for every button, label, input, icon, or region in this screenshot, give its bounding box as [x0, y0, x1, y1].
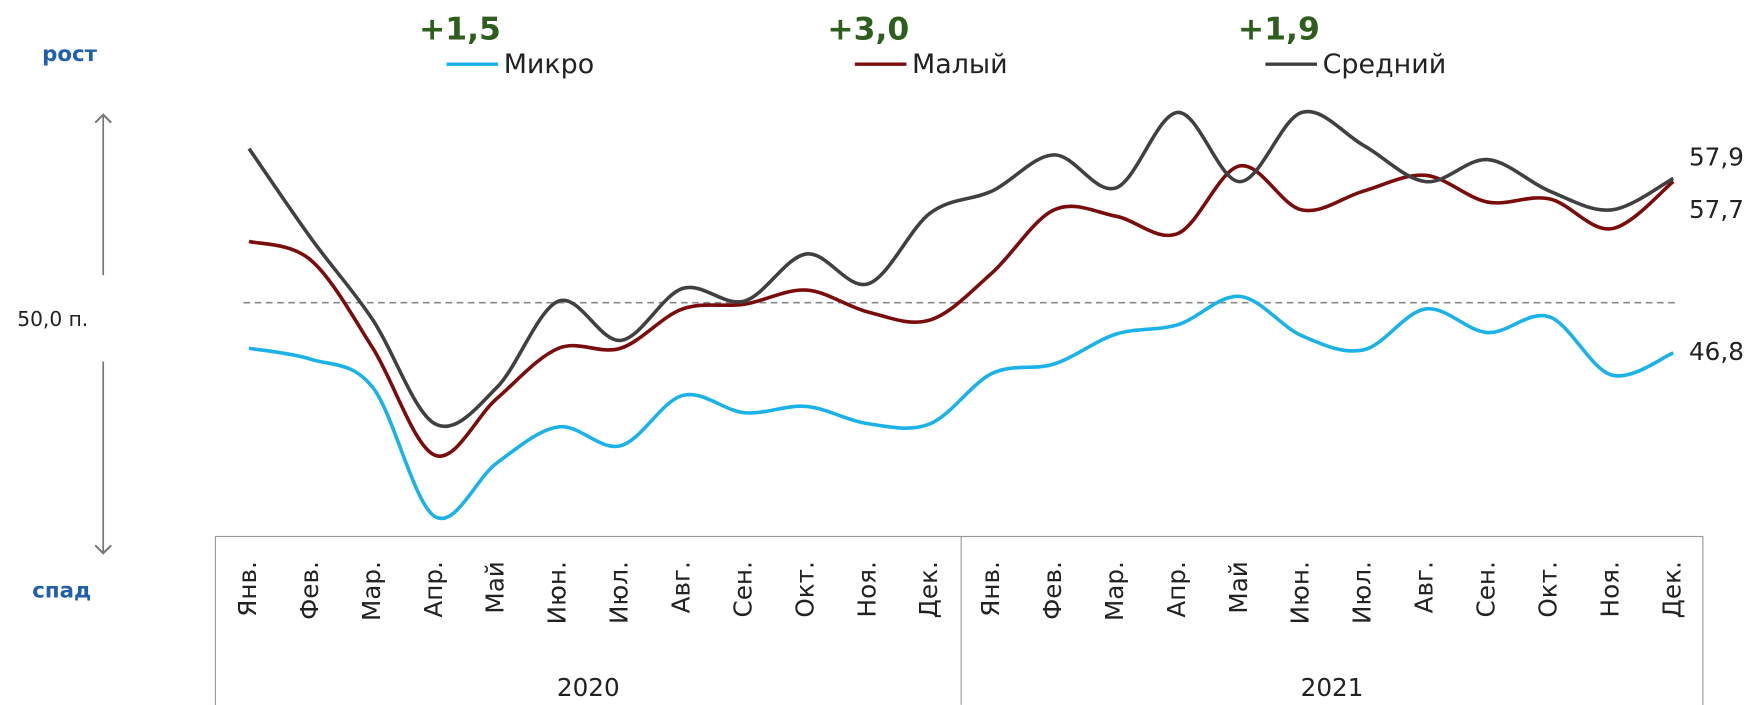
x-tick-label: Дек.: [914, 561, 943, 618]
x-tick-label: Сен.: [728, 561, 757, 617]
x-tick-label: Фев.: [1038, 561, 1067, 620]
end-label: 57,7: [1689, 195, 1744, 224]
x-tick-label: Янв.: [233, 561, 262, 617]
reference-label: 50,0 п.: [17, 307, 88, 331]
x-tick-label: Фев.: [295, 561, 324, 620]
legend-label: Средний: [1323, 49, 1447, 80]
end-label: 57,9: [1689, 142, 1744, 171]
x-tick-label: Ноя.: [1595, 561, 1624, 617]
x-tick-label: Апр.: [1162, 561, 1191, 617]
x-tick-label: Окт.: [790, 561, 819, 618]
end-label: 46,8: [1689, 337, 1744, 366]
x-tick-label: Июн.: [1286, 561, 1315, 624]
legend-label: Микро: [504, 49, 595, 80]
x-tick-label: Авг.: [1410, 561, 1439, 613]
x-tick-label: Май: [1224, 561, 1253, 613]
group-label: 2021: [1301, 673, 1364, 702]
x-tick-label: Авг.: [667, 561, 696, 613]
axis-top-label: рост: [42, 42, 98, 67]
x-tick-label: Июл.: [605, 561, 634, 624]
line-series: [248, 294, 1675, 521]
x-tick-label: Сен.: [1472, 561, 1501, 617]
x-tick-label: Мар.: [357, 561, 386, 621]
x-tick-label: Окт.: [1533, 561, 1562, 618]
x-tick-label: Янв.: [976, 561, 1005, 617]
category-box: [214, 535, 1704, 705]
group-label: 2020: [557, 673, 620, 702]
x-tick-label: Май: [481, 561, 510, 613]
change-label: +1,5: [419, 12, 501, 48]
line-series: [248, 164, 1675, 458]
axis-bottom-label: спад: [32, 578, 91, 603]
x-tick-label: Дек.: [1657, 561, 1686, 618]
change-label: +3,0: [827, 12, 909, 48]
change-label: +1,9: [1238, 12, 1320, 48]
legend-label: Малый: [912, 49, 1008, 80]
x-tick-label: Ноя.: [852, 561, 881, 617]
x-tick-label: Июл.: [1348, 561, 1377, 624]
x-tick-label: Апр.: [419, 561, 448, 617]
x-tick-label: Мар.: [1100, 561, 1129, 621]
x-tick-label: Июн.: [543, 561, 572, 624]
line-series: [247, 109, 1675, 429]
